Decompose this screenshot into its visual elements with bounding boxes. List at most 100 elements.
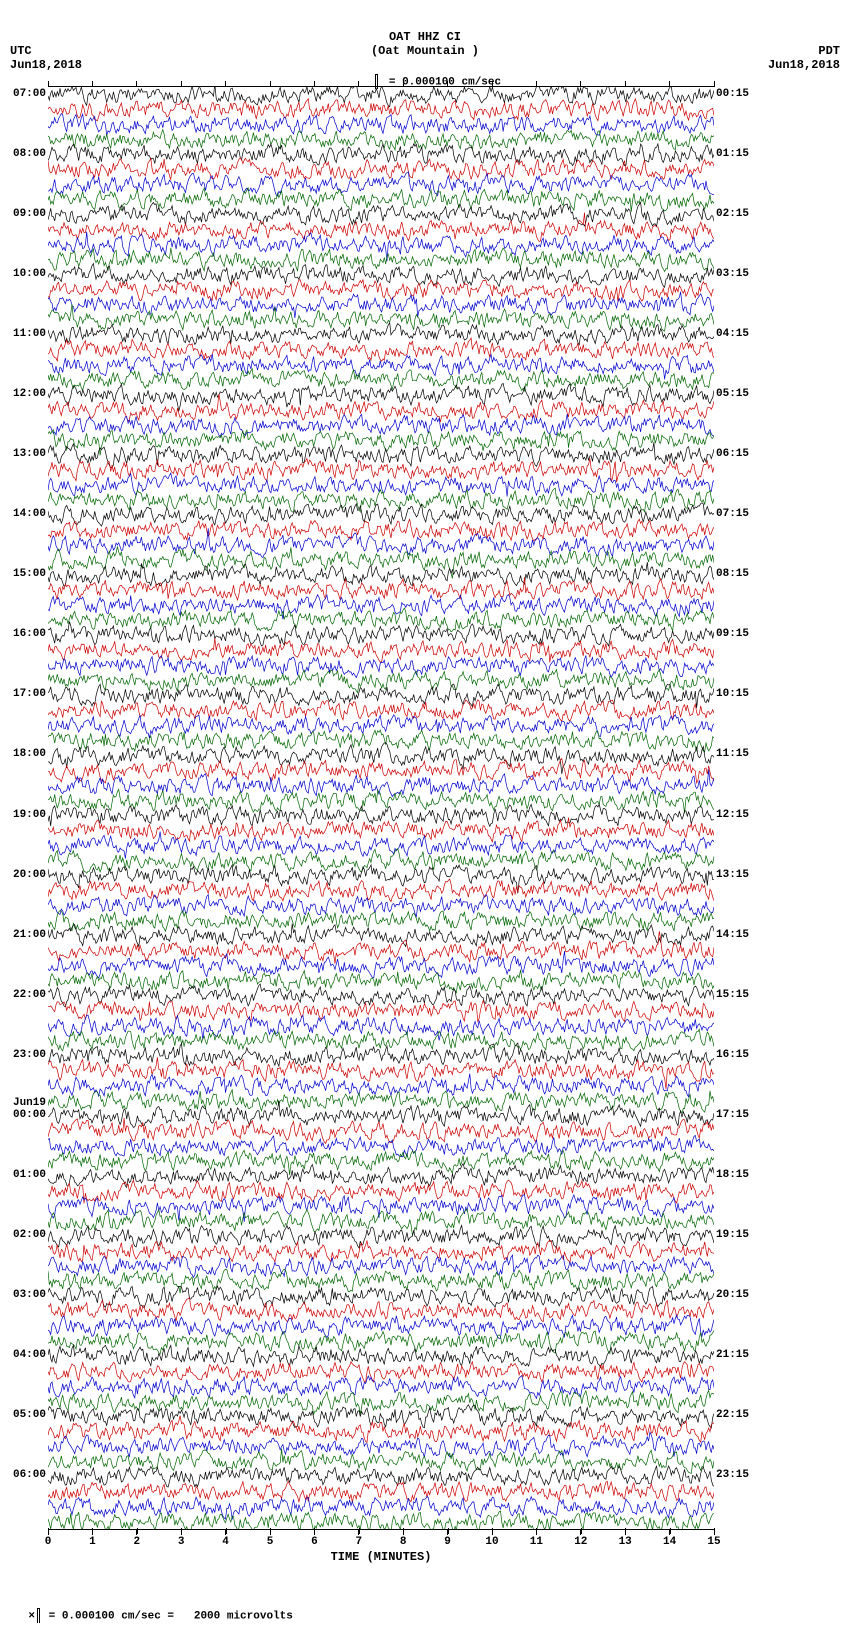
x-tick-top — [314, 81, 315, 87]
x-tick-label: 13 — [619, 1536, 632, 1548]
pdt-time-label: 13:15 — [716, 869, 749, 881]
x-tick-label: 10 — [485, 1536, 498, 1548]
x-tick — [92, 1528, 93, 1534]
pdt-time-label: 21:15 — [716, 1349, 749, 1361]
x-tick — [448, 1528, 449, 1534]
seismic-trace — [48, 87, 714, 107]
pdt-time-label: 08:15 — [716, 568, 749, 580]
seismic-trace — [48, 577, 714, 600]
x-tick-top — [270, 81, 271, 87]
pdt-time-label: 23:15 — [716, 1469, 749, 1481]
x-tick-label: 9 — [444, 1536, 451, 1548]
utc-time-label: 03:00 — [2, 1289, 46, 1301]
utc-time-label: 00:00 — [2, 1109, 46, 1121]
utc-time-label: 01:00 — [2, 1169, 46, 1181]
x-tick-top — [669, 81, 670, 87]
pdt-time-label: 01:15 — [716, 148, 749, 160]
helicorder-svg — [48, 87, 714, 1529]
pdt-time-label: 04:15 — [716, 328, 749, 340]
seismic-trace — [48, 1345, 714, 1367]
seismic-trace — [48, 1466, 714, 1487]
utc-time-label: 13:00 — [2, 448, 46, 460]
x-tick-label: 4 — [222, 1536, 229, 1548]
pdt-time-label: 00:15 — [716, 88, 749, 100]
footnote: × = 0.000100 cm/sec = 2000 microvolts — [2, 1596, 293, 1635]
pdt-time-label: 05:15 — [716, 388, 749, 400]
seismic-trace — [48, 304, 714, 331]
utc-time-label: 07:00 — [2, 88, 46, 100]
pdt-time-label: 12:15 — [716, 809, 749, 821]
seismic-trace — [48, 547, 714, 579]
pdt-time-label: 14:15 — [716, 929, 749, 941]
left-date: Jun18,2018 — [10, 58, 82, 72]
x-tick-label: 7 — [355, 1536, 362, 1548]
utc-time-label: 12:00 — [2, 388, 46, 400]
x-tick-top — [403, 81, 404, 87]
x-tick-top — [225, 81, 226, 87]
seismic-trace — [48, 130, 714, 150]
x-tick-label: 0 — [45, 1536, 52, 1548]
seismic-trace — [48, 414, 714, 436]
station-name: (Oat Mountain ) — [0, 44, 850, 58]
seismic-trace — [48, 1269, 714, 1293]
pdt-time-label: 17:15 — [716, 1109, 749, 1121]
seismic-trace — [48, 1015, 714, 1040]
x-tick — [226, 1528, 227, 1534]
left-tz: UTC — [10, 44, 32, 58]
station-code: OAT HHZ CI — [0, 30, 850, 44]
x-tick-top — [136, 81, 137, 87]
seismic-trace — [48, 1511, 714, 1529]
seismic-trace — [48, 1405, 714, 1428]
pdt-time-label: 03:15 — [716, 268, 749, 280]
seismic-trace — [48, 818, 714, 842]
x-tick-label: 2 — [133, 1536, 140, 1548]
pdt-time-label: 15:15 — [716, 989, 749, 1001]
seismic-trace — [48, 354, 714, 379]
utc-time-label: 10:00 — [2, 268, 46, 280]
seismic-trace — [48, 442, 714, 467]
x-tick-top — [625, 81, 626, 87]
seismic-trace — [48, 911, 714, 932]
seismic-trace — [48, 1298, 714, 1322]
x-tick — [581, 1528, 582, 1534]
seismic-trace — [48, 1057, 714, 1089]
x-tick — [670, 1528, 671, 1534]
x-tick-label: 11 — [530, 1536, 543, 1548]
scale-bar-icon — [37, 1608, 40, 1623]
pdt-time-label: 06:15 — [716, 448, 749, 460]
seismic-trace — [48, 1432, 714, 1457]
x-axis-title: TIME (MINUTES) — [48, 1550, 714, 1564]
seismic-trace — [48, 528, 714, 557]
utc-time-label: 05:00 — [2, 1409, 46, 1421]
utc-time-label: 15:00 — [2, 568, 46, 580]
right-tz: PDT — [818, 44, 840, 58]
pdt-time-label: 02:15 — [716, 208, 749, 220]
seismic-trace — [48, 1315, 714, 1338]
utc-time-label: 20:00 — [2, 869, 46, 881]
right-date: Jun18,2018 — [768, 58, 840, 72]
seismic-trace — [48, 1376, 714, 1399]
pdt-time-label: 19:15 — [716, 1229, 749, 1241]
seismic-trace — [48, 1331, 714, 1355]
pdt-time-label: 20:15 — [716, 1289, 749, 1301]
seismic-trace — [48, 503, 714, 526]
seismic-trace — [48, 1090, 714, 1113]
utc-time-label: Jun19 — [2, 1097, 46, 1109]
seismic-trace — [48, 1391, 714, 1415]
x-tick-label: 3 — [178, 1536, 185, 1548]
seismic-trace — [48, 280, 714, 302]
x-tick — [625, 1528, 626, 1534]
pdt-time-label: 07:15 — [716, 508, 749, 520]
seismic-trace — [48, 1195, 714, 1222]
utc-time-label: 23:00 — [2, 1049, 46, 1061]
utc-time-label: 14:00 — [2, 508, 46, 520]
utc-time-label: 17:00 — [2, 688, 46, 700]
seismic-trace — [48, 789, 714, 813]
seismic-trace — [48, 970, 714, 993]
pdt-time-label: 09:15 — [716, 628, 749, 640]
utc-time-label: 16:00 — [2, 628, 46, 640]
utc-time-label: 22:00 — [2, 989, 46, 1001]
seismic-trace — [48, 394, 714, 422]
seismic-trace — [48, 1209, 714, 1235]
seismic-trace — [48, 1362, 714, 1382]
